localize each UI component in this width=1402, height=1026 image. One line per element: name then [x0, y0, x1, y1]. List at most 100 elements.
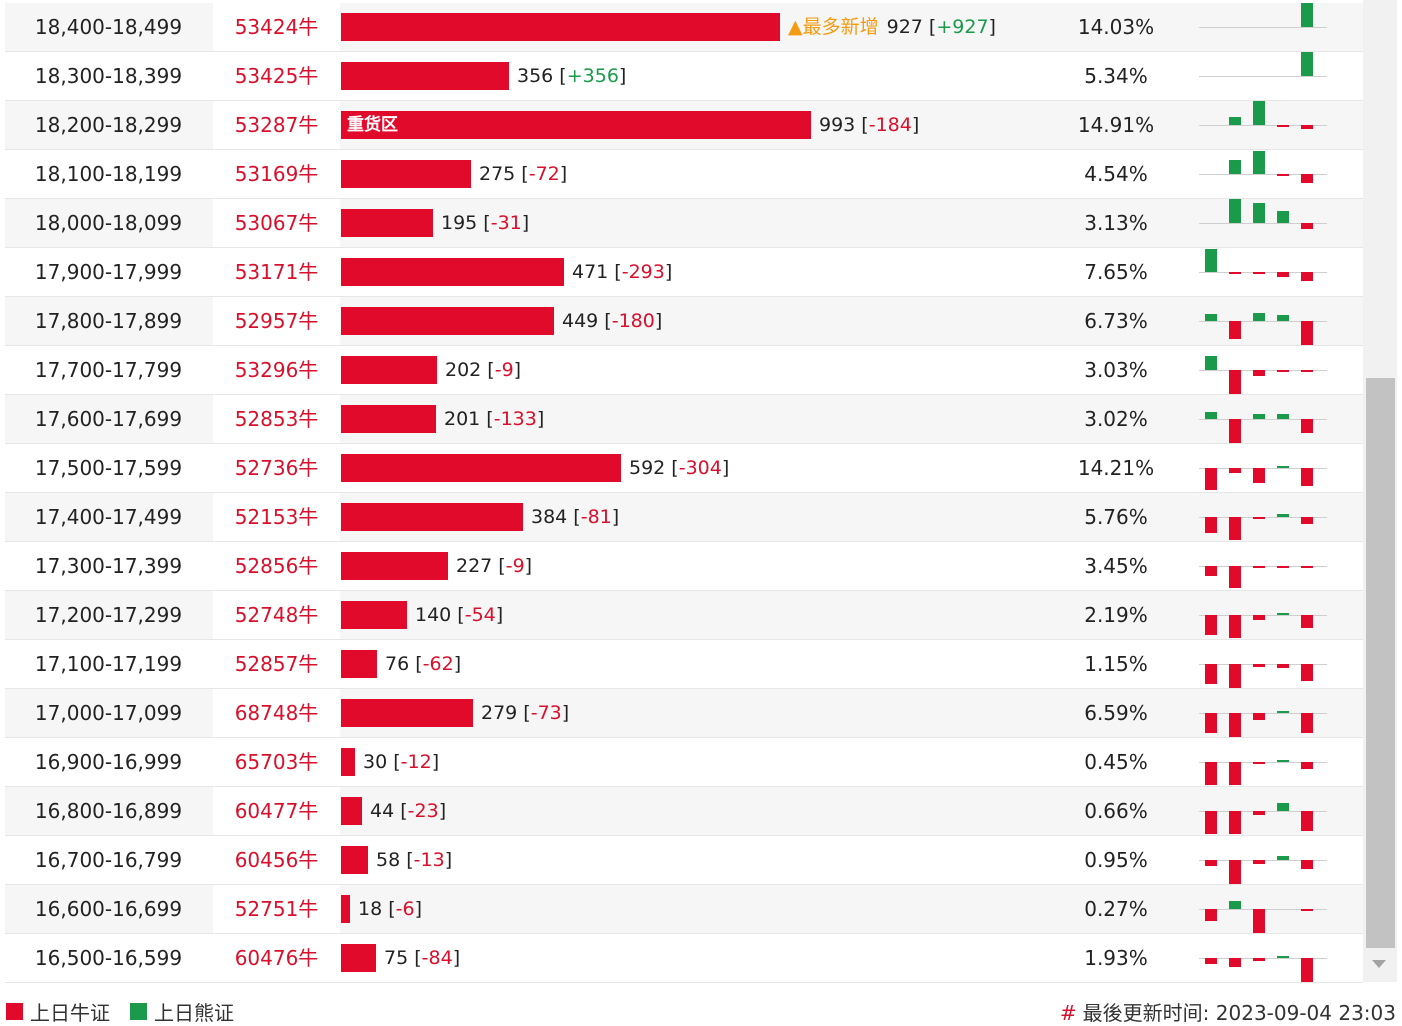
sparkbar: [1301, 419, 1313, 433]
table-row[interactable]: 17,900-17,999 53171牛 471 [-293] 7.65%: [5, 248, 1363, 297]
sparkbar: [1301, 958, 1313, 982]
sparkbar: [1301, 811, 1313, 831]
volume-note: 227 [-9]: [456, 555, 533, 577]
volume-count: 279: [481, 702, 518, 724]
warrant-code-link[interactable]: 65703牛: [234, 750, 319, 774]
sparkbar-baseline: [1199, 321, 1327, 322]
scroll-down-arrow-icon[interactable]: [1372, 960, 1386, 968]
sparkbar: [1205, 762, 1217, 785]
sparkbar: [1205, 517, 1217, 533]
volume-note: 471 [-293]: [572, 261, 673, 283]
warrant-code-link[interactable]: 68748牛: [213, 689, 340, 737]
warrant-code-link[interactable]: 60477牛: [213, 787, 340, 835]
strike-range: 17,200-17,299: [34, 603, 183, 627]
table-row[interactable]: 16,600-16,699 52751牛 18 [-6] 0.27%: [5, 885, 1363, 934]
warrant-code-link[interactable]: 52751牛: [213, 885, 340, 933]
sparkbar: [1277, 856, 1289, 860]
volume-bar-cell: 449 [-180]: [341, 297, 1061, 345]
sparkbar: [1229, 860, 1241, 884]
warrant-code-link[interactable]: 53169牛: [234, 162, 319, 186]
warrant-code-link[interactable]: 60476牛: [234, 946, 319, 970]
volume-note: 279 [-73]: [481, 702, 570, 724]
share-percent: 5.76%: [1084, 505, 1148, 529]
volume-bar: 重货区: [341, 111, 811, 139]
table-row[interactable]: 17,200-17,299 52748牛 140 [-54] 2.19%: [5, 591, 1363, 640]
table-row[interactable]: 16,900-16,999 65703牛 30 [-12] 0.45%: [5, 738, 1363, 787]
warrant-code-link[interactable]: 52853牛: [213, 395, 340, 443]
sparkbar: [1229, 811, 1241, 834]
volume-bar: [341, 552, 448, 580]
warrant-code-link[interactable]: 52748牛: [213, 591, 340, 639]
table-row[interactable]: 17,400-17,499 52153牛 384 [-81] 5.76%: [5, 493, 1363, 542]
volume-bar: [341, 307, 554, 335]
table-row[interactable]: 18,000-18,099 53067牛 195 [-31] 3.13%: [5, 199, 1363, 248]
sparkbar: [1301, 713, 1313, 733]
sparkbar: [1301, 909, 1313, 911]
warrant-code-link[interactable]: 53425牛: [234, 64, 319, 88]
sparkbar: [1277, 370, 1289, 372]
table-row[interactable]: 17,500-17,599 52736牛 592 [-304] 14.21%: [5, 444, 1363, 493]
sparkbar: [1253, 517, 1265, 519]
five-day-change-sparkbars: [1199, 934, 1327, 982]
table-row[interactable]: 17,800-17,899 52957牛 449 [-180] 6.73%: [5, 297, 1363, 346]
warrant-code-link[interactable]: 53287牛: [213, 101, 340, 149]
volume-delta: -31: [490, 212, 522, 234]
volume-count: 471: [572, 261, 609, 283]
share-percent: 0.66%: [1084, 799, 1148, 823]
warrant-code-link[interactable]: 53296牛: [234, 358, 319, 382]
volume-bar-cell: 76 [-62]: [341, 640, 1061, 688]
warrant-code-link[interactable]: 52857牛: [234, 652, 319, 676]
table-row[interactable]: 17,700-17,799 53296牛 202 [-9] 3.03%: [5, 346, 1363, 395]
sparkbar: [1253, 313, 1265, 321]
table-row[interactable]: 17,000-17,099 68748牛 279 [-73] 6.59%: [5, 689, 1363, 738]
volume-count: 384: [531, 506, 568, 528]
volume-delta: +356: [566, 65, 619, 87]
sparkbar: [1229, 272, 1241, 274]
table-row[interactable]: 17,300-17,399 52856牛 227 [-9] 3.45%: [5, 542, 1363, 591]
sparkbar: [1205, 958, 1217, 964]
sparkbar: [1253, 909, 1265, 933]
last-updated: # 最後更新时间: 2023-09-04 23:03: [1060, 997, 1396, 1026]
table-row[interactable]: 17,600-17,699 52853牛 201 [-133] 3.02%: [5, 395, 1363, 444]
volume-delta: -180: [611, 310, 655, 332]
sparkbar-baseline: [1199, 223, 1327, 224]
sparkbar: [1277, 514, 1289, 517]
sparkbar: [1205, 909, 1217, 921]
table-row[interactable]: 18,300-18,399 53425牛 356 [+356] 5.34%: [5, 52, 1363, 101]
warrant-code-link[interactable]: 53171牛: [234, 260, 319, 284]
warrant-code-link[interactable]: 60456牛: [234, 848, 319, 872]
table-row[interactable]: 16,700-16,799 60456牛 58 [-13] 0.95%: [5, 836, 1363, 885]
table-row[interactable]: 18,100-18,199 53169牛 275 [-72] 4.54%: [5, 150, 1363, 199]
strike-range: 18,100-18,199: [34, 162, 183, 186]
table-row[interactable]: 16,800-16,899 60477牛 44 [-23] 0.66%: [5, 787, 1363, 836]
warrant-code-link[interactable]: 52957牛: [213, 297, 340, 345]
legend-bull: 上日牛证: [6, 997, 110, 1026]
sparkbar: [1229, 160, 1241, 174]
table-row[interactable]: 16,500-16,599 60476牛 75 [-84] 1.93%: [5, 934, 1363, 983]
sparkbar: [1277, 956, 1289, 958]
sparkbar: [1301, 370, 1313, 372]
scrollbar-thumb[interactable]: [1366, 378, 1395, 948]
heavy-zone-label: 重货区: [347, 115, 398, 135]
volume-count: 993: [819, 114, 856, 136]
sparkbar: [1301, 664, 1313, 681]
volume-bar: [341, 699, 473, 727]
volume-bar-cell: 140 [-54]: [341, 591, 1061, 639]
table-row[interactable]: 17,100-17,199 52857牛 76 [-62] 1.15%: [5, 640, 1363, 689]
warrant-code-link[interactable]: 52153牛: [213, 493, 340, 541]
table-row[interactable]: 18,400-18,499 53424牛 ▲最多新增 927 [+927] 14.03%: [5, 3, 1363, 52]
table-row[interactable]: 18,200-18,299 53287牛 重货区 993 [-184] 14.91%: [5, 101, 1363, 150]
warrant-code-link[interactable]: 52736牛: [234, 456, 319, 480]
sparkbar: [1277, 125, 1289, 127]
warrant-code-link[interactable]: 53067牛: [213, 199, 340, 247]
share-percent: 0.95%: [1084, 848, 1148, 872]
five-day-change-sparkbars: [1199, 199, 1327, 247]
volume-note: 201 [-133]: [444, 408, 545, 430]
volume-bar-cell: 30 [-12]: [341, 738, 1061, 786]
warrant-code-link[interactable]: 52856牛: [234, 554, 319, 578]
volume-delta: -72: [528, 163, 560, 185]
volume-count: 75: [384, 947, 409, 969]
volume-note: 18 [-6]: [358, 898, 423, 920]
volume-note: 592 [-304]: [629, 457, 730, 479]
warrant-code-link[interactable]: 53424牛: [213, 3, 340, 51]
